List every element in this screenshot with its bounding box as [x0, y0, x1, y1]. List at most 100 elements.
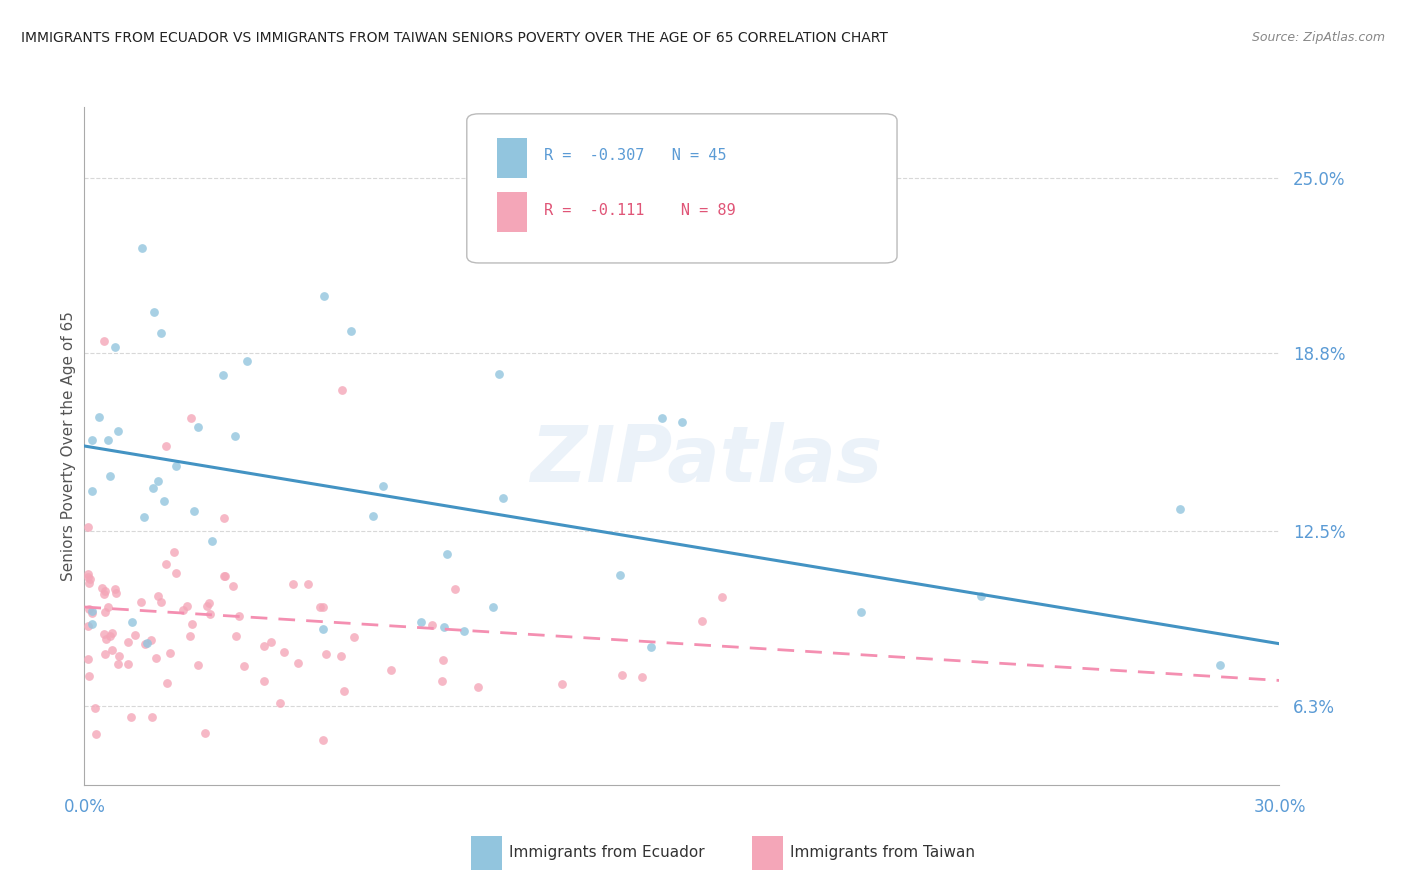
Immigrants from Taiwan: [172, 603, 194, 617]
Immigrants from Taiwan: [159, 646, 181, 660]
Immigrants from Ecuador: [100, 469, 122, 483]
Immigrants from Taiwan: [101, 643, 124, 657]
Immigrants from Taiwan: [84, 727, 107, 741]
Immigrants from Taiwan: [252, 639, 274, 653]
Immigrants from Taiwan: [432, 653, 454, 667]
Immigrants from Taiwan: [612, 668, 634, 682]
Text: Immigrants from Ecuador: Immigrants from Ecuador: [509, 846, 704, 860]
Immigrants from Taiwan: [77, 619, 100, 633]
Immigrants from Taiwan: [200, 607, 222, 622]
Immigrants from Ecuador: [224, 429, 246, 443]
Immigrants from Ecuador: [82, 617, 104, 632]
Immigrants from Taiwan: [156, 676, 179, 690]
Immigrants from Taiwan: [212, 511, 235, 525]
Immigrants from Taiwan: [232, 659, 254, 673]
Immigrants from Taiwan: [124, 628, 146, 642]
Immigrants from Ecuador: [340, 324, 363, 338]
Immigrants from Ecuador: [411, 615, 433, 629]
Immigrants from Ecuador: [433, 620, 456, 634]
FancyBboxPatch shape: [496, 192, 527, 233]
Immigrants from Ecuador: [970, 590, 993, 604]
Immigrants from Taiwan: [93, 627, 115, 641]
Text: R =  -0.307   N = 45: R = -0.307 N = 45: [544, 148, 727, 163]
Immigrants from Taiwan: [149, 594, 172, 608]
Immigrants from Ecuador: [312, 289, 335, 303]
Immigrants from Ecuador: [201, 533, 224, 548]
Immigrants from Ecuador: [82, 484, 104, 499]
Immigrants from Ecuador: [134, 510, 156, 524]
Immigrants from Taiwan: [104, 582, 127, 596]
Immigrants from Taiwan: [179, 629, 201, 643]
Immigrants from Ecuador: [152, 494, 174, 508]
Immigrants from Taiwan: [420, 618, 443, 632]
Immigrants from Taiwan: [107, 649, 129, 664]
Immigrants from Taiwan: [97, 600, 120, 615]
Immigrants from Taiwan: [155, 439, 177, 453]
Immigrants from Ecuador: [82, 604, 104, 618]
Immigrants from Taiwan: [187, 658, 209, 673]
Immigrants from Taiwan: [631, 670, 654, 684]
Immigrants from Taiwan: [84, 701, 107, 715]
Immigrants from Taiwan: [134, 637, 156, 651]
Immigrants from Ecuador: [371, 479, 394, 493]
Immigrants from Ecuador: [187, 420, 209, 434]
Immigrants from Taiwan: [145, 651, 167, 665]
Immigrants from Ecuador: [453, 624, 475, 638]
Immigrants from Taiwan: [225, 630, 247, 644]
Immigrants from Ecuador: [312, 622, 335, 636]
Immigrants from Taiwan: [165, 566, 187, 581]
Immigrants from Ecuador: [183, 504, 205, 518]
Immigrants from Taiwan: [551, 677, 574, 691]
Immigrants from Taiwan: [93, 584, 115, 599]
Immigrants from Taiwan: [197, 599, 219, 613]
Immigrants from Taiwan: [222, 579, 245, 593]
Immigrants from Taiwan: [79, 602, 101, 616]
Immigrants from Ecuador: [136, 635, 159, 649]
Immigrants from Ecuador: [146, 474, 169, 488]
Immigrants from Ecuador: [492, 491, 515, 506]
Immigrants from Ecuador: [121, 615, 143, 630]
Immigrants from Ecuador: [107, 424, 129, 438]
Immigrants from Taiwan: [330, 648, 353, 663]
Immigrants from Taiwan: [139, 632, 162, 647]
Immigrants from Ecuador: [671, 415, 693, 429]
Immigrants from Taiwan: [269, 697, 291, 711]
Immigrants from Taiwan: [467, 680, 489, 694]
Immigrants from Ecuador: [640, 640, 662, 655]
Immigrants from Taiwan: [214, 569, 236, 583]
Immigrants from Taiwan: [163, 545, 186, 559]
Immigrants from Ecuador: [165, 458, 187, 473]
Immigrants from Taiwan: [380, 663, 402, 677]
Immigrants from Ecuador: [609, 567, 631, 582]
Immigrants from Ecuador: [1209, 657, 1232, 672]
Immigrants from Taiwan: [287, 656, 309, 670]
Immigrants from Taiwan: [253, 674, 276, 689]
Immigrants from Ecuador: [97, 433, 120, 447]
Immigrants from Taiwan: [107, 657, 129, 672]
Immigrants from Taiwan: [117, 635, 139, 649]
Immigrants from Taiwan: [283, 577, 305, 591]
Immigrants from Taiwan: [98, 629, 121, 643]
Immigrants from Taiwan: [690, 614, 713, 628]
Immigrants from Ecuador: [142, 305, 165, 319]
Immigrants from Taiwan: [193, 725, 215, 739]
Immigrants from Taiwan: [141, 709, 163, 723]
Immigrants from Taiwan: [77, 576, 100, 591]
Immigrants from Taiwan: [91, 581, 114, 595]
Immigrants from Ecuador: [142, 481, 165, 495]
Immigrants from Taiwan: [120, 709, 142, 723]
Immigrants from Taiwan: [131, 595, 153, 609]
Immigrants from Taiwan: [94, 632, 117, 646]
Immigrants from Ecuador: [235, 354, 257, 368]
Immigrants from Taiwan: [309, 599, 332, 614]
Immigrants from Taiwan: [332, 684, 354, 698]
Text: Immigrants from Taiwan: Immigrants from Taiwan: [790, 846, 976, 860]
Immigrants from Taiwan: [93, 606, 115, 620]
Immigrants from Taiwan: [105, 586, 128, 600]
FancyBboxPatch shape: [496, 137, 527, 178]
Immigrants from Taiwan: [198, 596, 221, 610]
Immigrants from Taiwan: [181, 616, 204, 631]
Text: IMMIGRANTS FROM ECUADOR VS IMMIGRANTS FROM TAIWAN SENIORS POVERTY OVER THE AGE O: IMMIGRANTS FROM ECUADOR VS IMMIGRANTS FR…: [21, 31, 889, 45]
Immigrants from Taiwan: [77, 652, 100, 666]
Immigrants from Ecuador: [436, 547, 458, 561]
